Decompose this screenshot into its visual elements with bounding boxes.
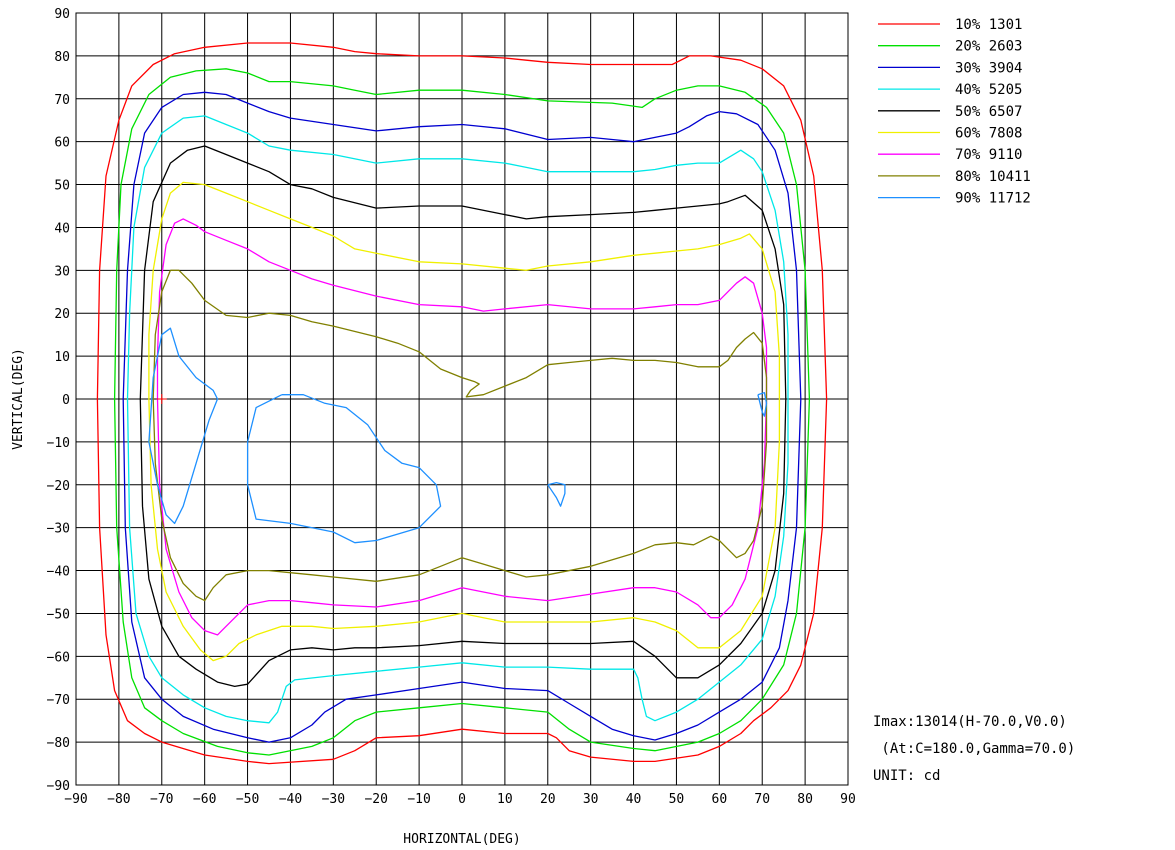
- legend-label: 90% 11712: [955, 191, 1031, 207]
- contour-line: [757, 391, 768, 417]
- contour-line: [148, 327, 219, 525]
- series-layer: [96, 42, 828, 765]
- contour-series: [122, 91, 802, 743]
- legend-label: 60% 7808: [955, 126, 1022, 142]
- legend-label: 80% 10411: [955, 169, 1031, 185]
- legend-label: 40% 5205: [955, 82, 1022, 98]
- y-tick-label: 80: [54, 50, 70, 65]
- contour-line: [246, 394, 442, 544]
- x-tick-label: −70: [150, 792, 173, 807]
- contour-line: [139, 145, 787, 688]
- x-tick-label: 0: [458, 792, 466, 807]
- contour-line: [96, 42, 828, 765]
- y-tick-label: 20: [54, 307, 70, 322]
- y-tick-label: 50: [54, 179, 70, 194]
- x-tick-labels: −90 −80 −70 −60 −50 −40 −30 −20 −10 0 10 20 30 40 50 60…: [64, 792, 856, 807]
- y-tick-label: −40: [47, 565, 70, 580]
- contour-series: [156, 218, 768, 636]
- legend-label: 50% 6507: [955, 104, 1022, 120]
- x-axis-title: HORIZONTAL(DEG): [403, 832, 520, 847]
- contour-line: [547, 481, 566, 507]
- y-tick-label: 30: [54, 264, 70, 279]
- x-tick-label: 50: [669, 792, 685, 807]
- y-tick-label: 10: [54, 350, 70, 365]
- contour-series: [148, 181, 781, 662]
- y-tick-label: 60: [54, 136, 70, 151]
- y-tick-label: −10: [47, 436, 70, 451]
- contour-series: [126, 115, 789, 724]
- y-tick-label: −30: [47, 522, 70, 537]
- x-tick-label: −50: [236, 792, 259, 807]
- contour-line: [156, 218, 768, 636]
- x-tick-label: 20: [540, 792, 556, 807]
- x-tick-label: 80: [797, 792, 813, 807]
- contour-line: [113, 68, 811, 756]
- y-tick-label: −70: [47, 693, 70, 708]
- unit-text: UNIT: cd: [873, 768, 940, 784]
- plot-frame: [75, 12, 849, 786]
- legend-label: 10% 1301: [955, 17, 1022, 33]
- contour-series: [148, 327, 768, 544]
- legend-label: 30% 3904: [955, 60, 1022, 76]
- x-tick-label: −30: [322, 792, 345, 807]
- contour-series: [96, 42, 828, 765]
- x-tick-label: 30: [583, 792, 599, 807]
- x-tick-label: 70: [754, 792, 770, 807]
- contour-line: [152, 269, 768, 602]
- contour-line: [126, 115, 789, 724]
- y-axis-title: VERTICAL(DEG): [11, 348, 26, 450]
- contour-series: [152, 269, 768, 602]
- x-tick-label: 10: [497, 792, 513, 807]
- y-tick-label: 40: [54, 221, 70, 236]
- x-tick-label: −20: [364, 792, 387, 807]
- contour-series: [113, 68, 811, 756]
- y-tick-label: 0: [62, 393, 70, 408]
- contour-series: [139, 145, 787, 688]
- x-tick-label: −40: [279, 792, 302, 807]
- x-tick-label: −90: [64, 792, 87, 807]
- imax-text: Imax:13014(H-70.0,V0.0): [873, 714, 1067, 730]
- y-tick-labels: 90 80 70 60 50 40 30 20 10 0 −10 −20 −30 −40 −50 −60 −70…: [47, 7, 70, 794]
- y-tick-label: −60: [47, 650, 70, 665]
- x-tick-label: −60: [193, 792, 216, 807]
- at-text: (At:C=180.0,Gamma=70.0): [873, 741, 1075, 757]
- y-tick-label: −80: [47, 736, 70, 751]
- y-tick-label: 90: [54, 7, 70, 22]
- x-tick-label: 90: [840, 792, 856, 807]
- y-tick-label: 70: [54, 93, 70, 108]
- y-tick-label: −50: [47, 607, 70, 622]
- y-tick-label: −90: [47, 779, 70, 794]
- x-tick-label: 40: [626, 792, 642, 807]
- contour-line: [122, 91, 802, 743]
- info-panel: Imax:13014(H-70.0,V0.0) (At:C=180.0,Gamm…: [873, 714, 1075, 784]
- legend: 10% 1301 20% 2603 30% 3904 40% 5205 50% 6507…: [878, 17, 1031, 207]
- legend-label: 70% 9110: [955, 147, 1022, 163]
- x-tick-label: −80: [107, 792, 130, 807]
- x-tick-label: −10: [407, 792, 430, 807]
- contour-line: [148, 181, 781, 662]
- legend-label: 20% 2603: [955, 39, 1022, 55]
- x-tick-label: 60: [712, 792, 728, 807]
- y-tick-label: −20: [47, 479, 70, 494]
